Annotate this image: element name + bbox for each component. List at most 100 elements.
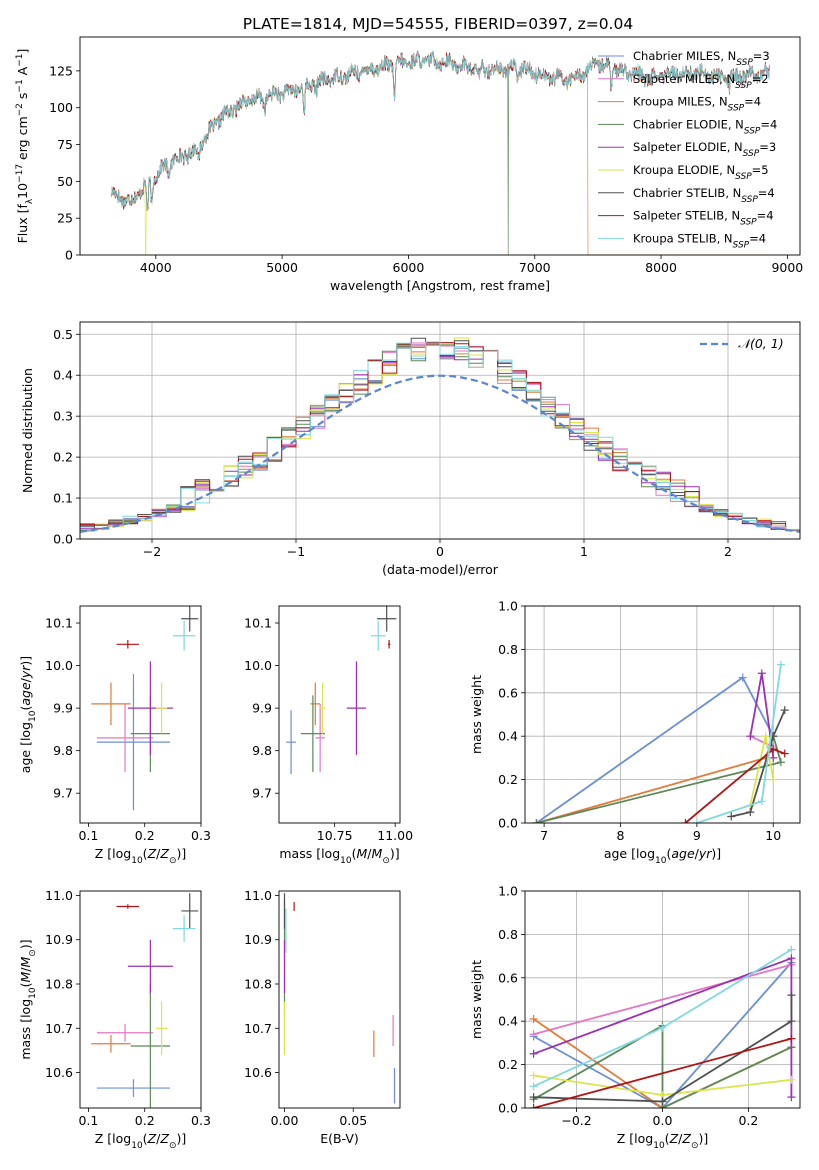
label-part: SSP — [744, 126, 761, 136]
plot-area — [532, 660, 789, 823]
label-part: yr — [18, 665, 33, 679]
label-part: −2 — [15, 103, 25, 116]
mass-weight-marker — [787, 1093, 796, 1102]
label-part: Z — [159, 1131, 169, 1146]
plot-area — [529, 945, 796, 1108]
y-tick-label: 9.9 — [252, 701, 272, 716]
label-part: Kroupa MILES, N — [633, 95, 728, 109]
label-part: ⊙ — [691, 1141, 699, 1151]
y-tick-label: 9.7 — [252, 786, 272, 801]
label-part: SSP — [736, 58, 753, 68]
mass-weight-marker — [681, 819, 690, 823]
mass-weight-line — [731, 709, 786, 818]
errorbar-point — [91, 1034, 131, 1053]
y-tick-label: 100 — [49, 100, 73, 115]
label-part: Chabrier ELODIE, N — [633, 117, 744, 131]
label-part: =3 — [753, 49, 770, 63]
errorbar-point — [377, 606, 397, 632]
x-tick-label: 10.75 — [317, 828, 353, 843]
label-part: ( — [666, 846, 671, 861]
errorbar-point — [172, 620, 196, 651]
label-part: =4 — [744, 95, 761, 109]
y-tick-label: 0.0 — [498, 816, 518, 831]
label-part: mass [log — [279, 846, 340, 861]
x-tick-label: 5000 — [266, 260, 298, 275]
mass-weight-marker — [787, 954, 796, 963]
mass-weight-marker — [761, 732, 770, 741]
label-part: Z — [669, 1131, 679, 1146]
y-tick-label: 125 — [49, 63, 73, 78]
histogram-step — [80, 341, 800, 532]
y-axis-label: Normed distribution — [20, 368, 35, 493]
x-axis-label: (data-model)/error — [382, 562, 499, 577]
label-part: =3 — [759, 140, 776, 154]
label-part: A — [15, 66, 30, 79]
label-part: 10 — [28, 987, 38, 999]
label-part: SSP — [741, 195, 758, 205]
x-tick-label: 0.00 — [271, 1113, 299, 1128]
y-tick-label: 0.0 — [498, 1101, 518, 1116]
plot-area — [283, 893, 396, 1104]
mass-weight-marker — [746, 732, 755, 741]
x-tick-label: 2 — [724, 544, 732, 559]
mass-weight-line — [533, 962, 793, 1108]
legend-label: 𝒩(0, 1) — [738, 336, 784, 351]
mass-weight-marker — [787, 945, 796, 954]
x-tick-label: 1 — [580, 544, 588, 559]
label-part: / — [18, 677, 33, 682]
label-part: / — [18, 967, 33, 972]
mass-weight-marker — [658, 1023, 667, 1032]
label-part: mass weight — [469, 675, 484, 754]
label-part: Z [log — [95, 1131, 131, 1146]
label-part: )] — [18, 656, 33, 666]
mass-weight-marker — [529, 1030, 538, 1039]
x-tick-label: 9000 — [771, 260, 803, 275]
label-part: 10 — [653, 1141, 665, 1151]
legend-label: Chabrier MILES, NSSP=3 — [633, 49, 770, 68]
label-part: Normed distribution — [20, 368, 35, 493]
x-tick-label: 11.00 — [377, 828, 413, 843]
legend-label: Chabrier STELIB, NSSP=4 — [633, 186, 775, 205]
y-tick-label: 10.9 — [45, 932, 73, 947]
errorbar-point — [155, 1001, 168, 1055]
errorbar-point — [116, 640, 140, 649]
spectrum-panel: 4000 5000 6000 7000 8000 9000 0 25 50 75 100 125 Cha… — [15, 36, 803, 293]
x-tick-label: 0.1 — [78, 828, 98, 843]
label-part: M — [18, 956, 33, 967]
x-tick-label: −2 — [143, 544, 161, 559]
plot-area — [111, 50, 770, 255]
y-tick-label: 0.3 — [53, 409, 73, 424]
axes-frame — [79, 321, 801, 540]
label-part: Salpeter STELIB, N — [633, 209, 740, 223]
label-part: / — [156, 1131, 161, 1146]
axes-frame — [79, 36, 801, 256]
mass-weight-line — [533, 1037, 792, 1108]
label-part: Kroupa ELODIE, N — [633, 163, 735, 177]
x-axis-label: Z [log10(Z/Z⊙)] — [95, 1131, 187, 1151]
label-part: −1 — [15, 79, 25, 92]
label-part: wavelength [Angstrom, rest frame] — [330, 278, 550, 293]
errorbar-point — [96, 674, 171, 811]
y-tick-label: 10.1 — [45, 616, 73, 631]
y-tick-label: 75 — [57, 137, 73, 152]
label-part: =4 — [758, 186, 775, 200]
label-part: Z — [147, 846, 157, 861]
y-tick-label: 10.6 — [244, 1065, 272, 1080]
errorbar-point — [116, 904, 140, 909]
y-tick-label: 0.4 — [498, 1014, 518, 1029]
label-part: =5 — [752, 163, 769, 177]
label-part: =4 — [757, 209, 774, 223]
label-part: 10 — [131, 856, 143, 866]
y-tick-label: 0.8 — [498, 642, 518, 657]
axes-frame — [278, 890, 401, 1109]
y-tick-label: 0.6 — [498, 685, 518, 700]
gaussian-reference-curve — [80, 374, 800, 533]
y-tick-label: 1.0 — [498, 884, 518, 899]
mass-weight-marker — [757, 669, 766, 678]
label-part: ] — [15, 49, 30, 54]
label-part: Kroupa STELIB, N — [633, 231, 733, 245]
